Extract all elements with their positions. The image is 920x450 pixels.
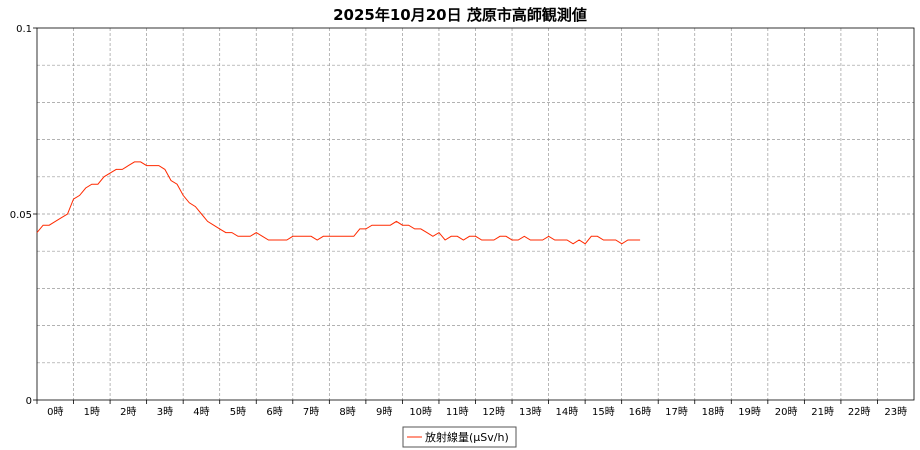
x-tick-label: 18時 — [702, 406, 725, 418]
x-tick-label: 21時 — [811, 406, 834, 418]
x-tick-label: 16時 — [629, 406, 652, 418]
x-tick-label: 13時 — [519, 406, 542, 418]
y-tick-label: 0.1 — [16, 24, 32, 35]
x-tick-label: 23時 — [884, 406, 907, 418]
x-tick-label: 20時 — [775, 406, 798, 418]
x-tick-label: 2時 — [120, 406, 136, 418]
x-tick-label: 5時 — [230, 406, 246, 418]
x-tick-label: 7時 — [303, 406, 319, 418]
y-tick-label: 0 — [26, 396, 32, 407]
grid-lines — [37, 28, 914, 400]
x-tick-label: 19時 — [738, 406, 761, 418]
x-tick-label: 0時 — [47, 406, 63, 418]
legend: 放射線量(μSv/h) — [402, 426, 517, 448]
x-tick-label: 9時 — [376, 406, 392, 418]
x-tick-label: 4時 — [193, 406, 209, 418]
chart-title: 2025年10月20日 茂原市高師観測値 — [333, 6, 587, 24]
legend-box — [402, 426, 517, 448]
series-line — [36, 161, 641, 245]
x-tick-label: 14時 — [555, 406, 578, 418]
x-tick-label: 12時 — [482, 406, 505, 418]
x-tick-label: 6時 — [266, 406, 282, 418]
x-tick-label: 3時 — [157, 406, 173, 418]
x-tick-label: 15時 — [592, 406, 615, 418]
x-tick-label: 8時 — [339, 406, 355, 418]
x-tick-label: 17時 — [665, 406, 688, 418]
x-axis-ticks: 0時 1時 2時 3時 4時 5時 6時 7時 8時 9時 10時 11時 12時 13時 14時 15時 16… — [36, 400, 907, 418]
x-tick-label: 10時 — [409, 406, 432, 418]
x-tick-label: 1時 — [84, 406, 100, 418]
series-layer — [36, 161, 641, 245]
y-axis-ticks: 0 0.05 0.1 — [10, 24, 37, 407]
x-tick-label: 22時 — [848, 406, 871, 418]
y-tick-label: 0.05 — [10, 210, 32, 221]
legend-label: 放射線量(μSv/h) — [425, 430, 509, 444]
x-tick-label: 11時 — [446, 406, 469, 418]
